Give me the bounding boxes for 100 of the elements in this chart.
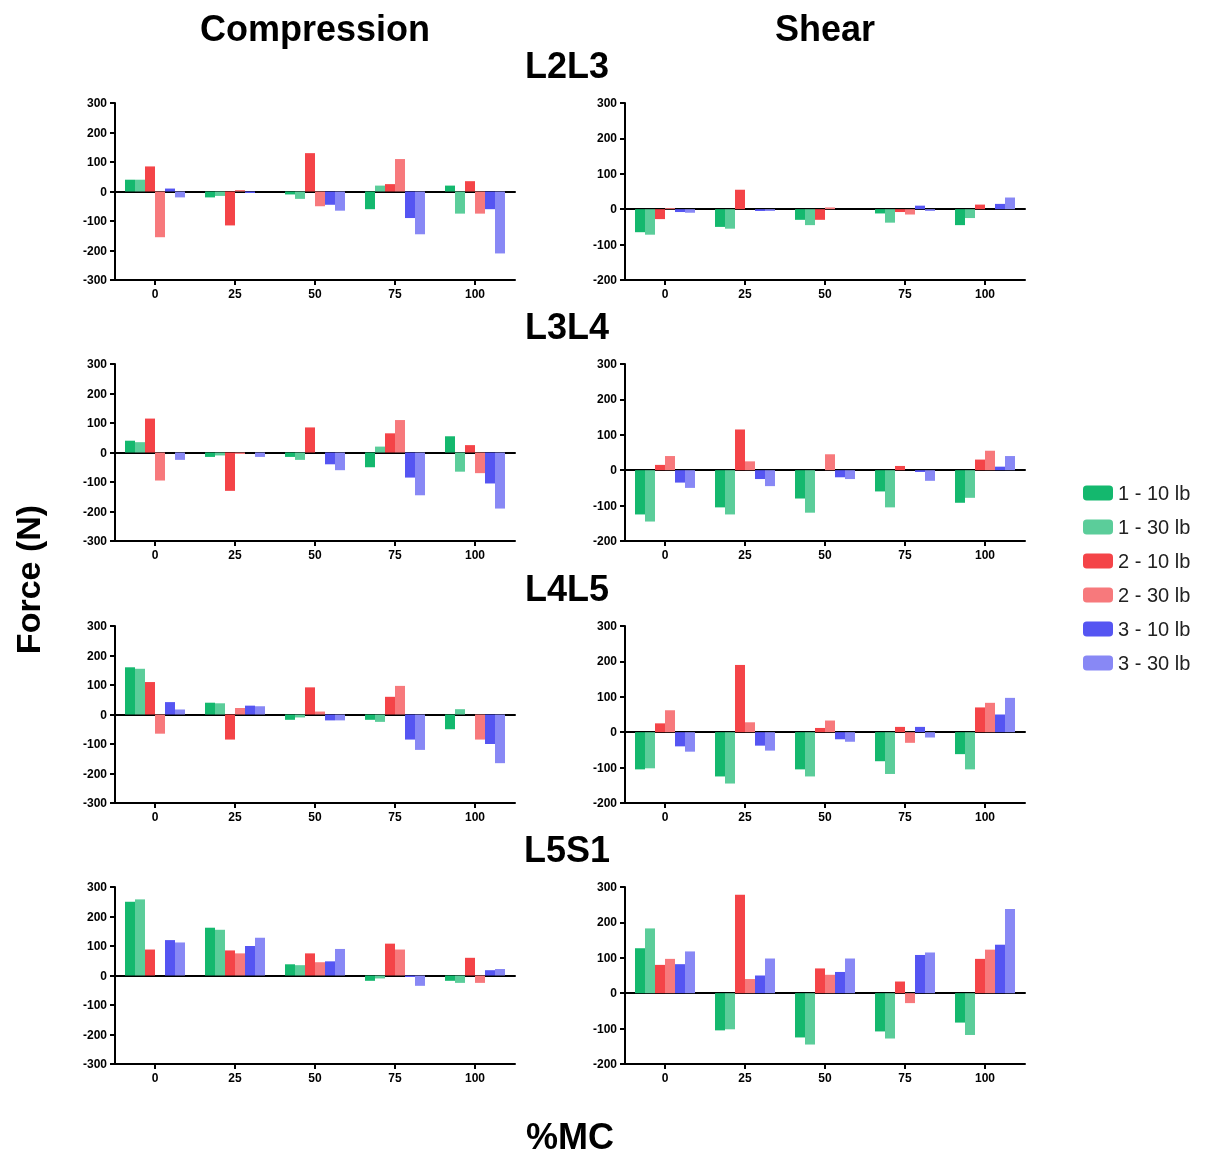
bar (165, 188, 175, 192)
bar (985, 702, 995, 733)
bar (375, 185, 385, 192)
bar (1005, 456, 1015, 471)
bar (675, 732, 685, 747)
bar (485, 191, 495, 210)
bar (885, 470, 895, 508)
bar (755, 975, 765, 994)
bar (125, 440, 135, 453)
bar (965, 993, 975, 1035)
bar (655, 209, 665, 220)
bar (285, 452, 295, 457)
y-tick-label: -100 (592, 1021, 618, 1036)
y-axis-title: Force (N) (8, 503, 48, 657)
y-tick-label: 300 (86, 96, 108, 110)
bar (795, 470, 805, 499)
y-tick-label: 200 (86, 125, 108, 140)
bar (385, 943, 395, 976)
bar (805, 209, 815, 226)
bar (395, 949, 405, 976)
bar (995, 714, 1005, 733)
bar (925, 952, 935, 994)
bar (395, 685, 405, 715)
bar (805, 732, 815, 777)
bar (875, 470, 885, 492)
bar (125, 901, 135, 976)
x-tick-label: 50 (818, 1071, 832, 1085)
bar (655, 464, 665, 471)
bar (315, 711, 325, 715)
x-tick-label: 50 (818, 548, 832, 562)
bar (835, 470, 845, 478)
bar (135, 668, 145, 715)
bar (825, 974, 835, 994)
bar (685, 470, 695, 488)
bar (475, 975, 485, 983)
x-tick-label: 75 (898, 287, 912, 301)
bar (795, 209, 805, 220)
y-tick-label: 300 (596, 96, 618, 110)
x-tick-label: 50 (308, 1071, 322, 1085)
bar (635, 209, 645, 233)
bar (985, 450, 995, 471)
bar (225, 452, 235, 491)
bar (725, 993, 735, 1030)
bar (445, 185, 455, 192)
bar (215, 929, 225, 976)
bar (445, 714, 455, 730)
legend-label: 2 - 30 lb (1118, 584, 1191, 606)
y-tick-label: -200 (592, 534, 618, 548)
x-tick-label: 25 (228, 810, 242, 824)
bar (735, 189, 745, 210)
y-tick-label: 0 (100, 445, 108, 460)
bar (495, 191, 505, 254)
bar (295, 965, 305, 976)
x-tick-label: 50 (308, 287, 322, 301)
y-tick-label: 300 (86, 619, 108, 633)
bar (905, 209, 915, 215)
bar (675, 470, 685, 483)
y-tick-label: -100 (592, 760, 618, 775)
y-tick-label: 100 (596, 166, 618, 181)
bar (375, 446, 385, 453)
bar (815, 209, 825, 220)
bar (665, 456, 675, 471)
bar (385, 696, 395, 715)
bar (955, 732, 965, 755)
bar (845, 958, 855, 994)
bar (895, 981, 905, 994)
x-tick-label: 75 (388, 1071, 402, 1085)
bar (965, 209, 975, 219)
bar (905, 993, 915, 1004)
bar (765, 958, 775, 994)
bar (875, 993, 885, 1032)
bar (155, 191, 165, 238)
y-tick-label: -300 (82, 273, 108, 287)
bar (765, 470, 775, 487)
bar (415, 452, 425, 496)
y-tick-label: -100 (82, 998, 108, 1012)
bar (215, 703, 225, 715)
y-tick-label: 0 (100, 184, 108, 199)
bar (725, 209, 735, 229)
bar (405, 452, 415, 478)
bar (225, 191, 235, 226)
bar (165, 702, 175, 715)
bar (725, 470, 735, 515)
x-tick-label: 100 (464, 287, 486, 301)
bar (135, 899, 145, 976)
bar (495, 714, 505, 764)
bar (165, 940, 175, 976)
bar (825, 720, 835, 733)
bar (295, 191, 305, 199)
y-tick-label: 0 (100, 707, 108, 722)
x-tick-label: 25 (228, 287, 242, 301)
y-tick-label: 200 (596, 392, 618, 407)
x-axis-title: %MC (525, 1116, 615, 1156)
y-tick-label: 200 (86, 386, 108, 401)
legend-label: 2 - 10 lb (1118, 550, 1191, 572)
chart-title: Compression (198, 8, 431, 50)
x-tick-label: 25 (228, 1071, 242, 1085)
x-tick-label: 0 (151, 1071, 159, 1085)
bar (715, 470, 725, 508)
bar (995, 203, 1005, 210)
